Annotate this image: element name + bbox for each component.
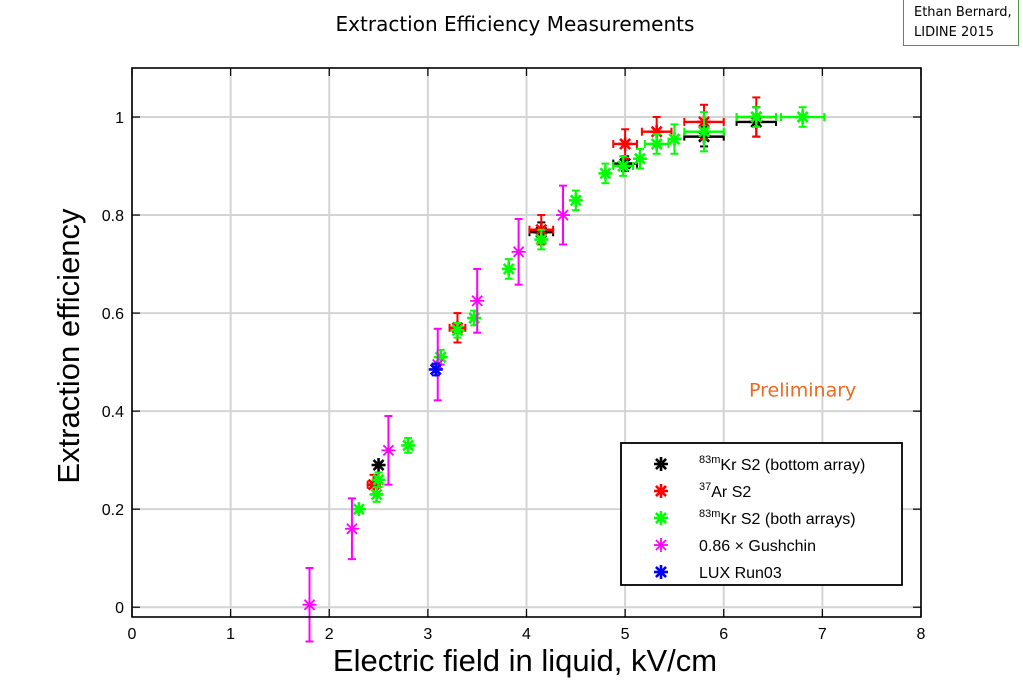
x-axis-label: Electric field in liquid, kV/cm xyxy=(333,643,717,678)
x-tick-label: 4 xyxy=(522,626,531,643)
legend-marker xyxy=(654,511,668,525)
data-point xyxy=(501,261,516,276)
y-tick-label: 0.8 xyxy=(102,208,124,225)
legend-label: 83mKr S2 (bottom array) xyxy=(699,454,865,474)
data-point xyxy=(697,124,712,139)
y-tick-label: 0.2 xyxy=(102,502,124,519)
y-tick-label: 0.4 xyxy=(102,404,124,421)
data-point xyxy=(371,472,386,487)
x-tick-label: 6 xyxy=(719,626,728,643)
x-tick-label: 3 xyxy=(423,626,432,643)
y-tick-label: 0 xyxy=(115,600,124,617)
author-citation-box: Ethan Bernard, LIDINE 2015 xyxy=(903,0,1019,46)
data-point xyxy=(511,244,526,259)
data-point xyxy=(428,362,443,377)
data-point xyxy=(369,487,384,502)
y-tick-label: 0.6 xyxy=(102,306,124,323)
data-point xyxy=(467,310,482,325)
y-tick-label: 1 xyxy=(115,110,124,127)
data-point xyxy=(632,151,647,166)
legend-marker xyxy=(654,457,668,471)
legend-label-main: Ar S2 xyxy=(711,484,751,501)
x-tick-label: 7 xyxy=(818,626,827,643)
data-point xyxy=(568,193,583,208)
legend-label: 37Ar S2 xyxy=(699,481,751,501)
data-series xyxy=(302,96,826,643)
data-point xyxy=(534,232,549,247)
data-point xyxy=(450,323,465,338)
series-4 xyxy=(428,362,443,377)
legend-box xyxy=(620,442,903,586)
legend-marker xyxy=(654,538,668,552)
author-name: Ethan Bernard, xyxy=(914,5,1012,20)
data-point xyxy=(351,502,366,517)
x-tick-label: 1 xyxy=(226,626,235,643)
y-axis-label: Extraction efficiency xyxy=(51,208,86,484)
data-point xyxy=(649,136,664,151)
legend-label: LUX Run03 xyxy=(699,565,782,582)
x-tick-label: 8 xyxy=(917,626,926,643)
x-tick-label: 0 xyxy=(128,626,137,643)
data-point xyxy=(795,110,810,125)
legend-marker xyxy=(654,565,668,579)
preliminary-annotation: Preliminary xyxy=(749,379,856,401)
legend-marker xyxy=(654,484,668,498)
x-tick-label: 2 xyxy=(325,626,334,643)
data-point xyxy=(470,293,485,308)
data-point xyxy=(302,597,317,612)
data-point xyxy=(598,166,613,181)
data-point xyxy=(381,443,396,458)
legend-label-superscript: 37 xyxy=(699,481,711,493)
legend-label: 0.86 × Gushchin xyxy=(699,538,816,555)
series-3 xyxy=(302,184,570,643)
legend-label-main: Kr S2 (bottom array) xyxy=(720,457,865,474)
legend-label-main: Kr S2 (both arrays) xyxy=(720,511,855,528)
data-point xyxy=(616,159,631,174)
axis-ticks: 0 1 2 3 4 5 6 7 8 0 0.2 0.4 0.6 0.8 1 xyxy=(102,68,926,643)
data-point xyxy=(401,438,416,453)
legend-label-superscript: 83m xyxy=(699,508,720,520)
data-point xyxy=(371,458,386,473)
data-point xyxy=(667,132,682,147)
conference-name: LIDINE 2015 xyxy=(914,25,995,40)
series-2 xyxy=(351,106,826,517)
data-point xyxy=(749,110,764,125)
series-0 xyxy=(371,106,778,473)
data-point xyxy=(555,208,570,223)
x-tick-label: 5 xyxy=(621,626,630,643)
slide-title: Extraction Efficiency Measurements xyxy=(335,12,695,36)
legend-label-superscript: 83m xyxy=(699,454,720,466)
legend-label: 83mKr S2 (both arrays) xyxy=(699,508,856,528)
data-point xyxy=(618,136,633,151)
data-point xyxy=(344,521,359,536)
